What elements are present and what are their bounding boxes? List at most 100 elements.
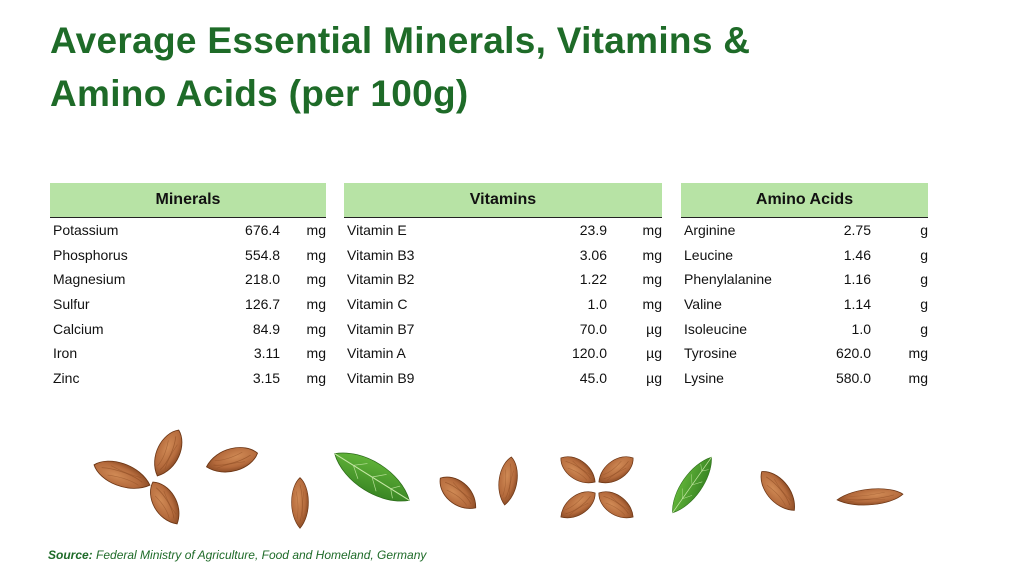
- nutrient-unit: mg: [306, 222, 326, 239]
- nutrient-value: 84.9: [252, 320, 281, 337]
- amino-acids-body: Arginine 2.75 g Leucine 1.46 g Phenylalanine 1.…: [681, 218, 928, 390]
- almond-icon: [146, 424, 190, 482]
- nutrient-name: Magnesium: [53, 271, 126, 288]
- nutrient-unit: mg: [908, 369, 928, 386]
- nutrient-value: 1.16: [843, 271, 871, 288]
- table-row: Vitamin B9 45.0 µg: [344, 366, 662, 391]
- nutrient-name: Iron: [53, 345, 78, 362]
- table-row: Vitamin E 23.9 mg: [344, 218, 662, 243]
- nutrient-unit: mg: [306, 345, 326, 362]
- vitamins-header: Vitamins: [344, 183, 662, 218]
- almond-icon: [593, 484, 639, 526]
- table-row: Tyrosine 620.0 mg: [681, 341, 928, 366]
- nutrient-name: Isoleucine: [684, 320, 748, 337]
- almond-icon: [432, 469, 484, 517]
- nutrient-value: 580.0: [835, 369, 871, 386]
- vitamins-table: Vitamins Vitamin E 23.9 mg Vitamin B3 3.06 mg…: [344, 183, 662, 390]
- nutrient-value: 676.4: [245, 222, 281, 239]
- nutrient-value: 3.15: [252, 369, 281, 386]
- nutrient-unit: mg: [306, 271, 326, 288]
- amino-acids-header: Amino Acids: [681, 183, 928, 218]
- nutrient-name: Lysine: [684, 369, 724, 386]
- nutrient-unit: µg: [646, 369, 662, 386]
- nutrient-unit: g: [920, 320, 928, 337]
- nutrient-name: Vitamin B2: [347, 271, 415, 288]
- nutrient-unit: g: [920, 246, 928, 263]
- almond-icon: [753, 464, 803, 518]
- nutrient-unit: g: [920, 271, 928, 288]
- nutrient-name: Vitamin C: [347, 296, 408, 313]
- nutrient-name: Zinc: [53, 369, 80, 386]
- vitamins-body: Vitamin E 23.9 mg Vitamin B3 3.06 mg Vitamin B…: [344, 218, 662, 390]
- nutrient-name: Arginine: [684, 222, 736, 239]
- table-row: Valine 1.14 g: [681, 292, 928, 317]
- nutrient-value: 1.14: [843, 296, 871, 313]
- nutrient-unit: µg: [646, 345, 662, 362]
- nutrient-name: Calcium: [53, 320, 104, 337]
- table-row: Phosphorus 554.8 mg: [50, 243, 326, 268]
- nutrient-name: Vitamin E: [347, 222, 407, 239]
- nutrient-value: 3.11: [253, 345, 281, 362]
- source-note: Source: Federal Ministry of Agriculture,…: [48, 548, 426, 562]
- table-row: Iron 3.11 mg: [50, 341, 326, 366]
- nutrient-unit: g: [920, 222, 928, 239]
- table-row: Vitamin C 1.0 mg: [344, 292, 662, 317]
- nutrient-unit: mg: [908, 345, 928, 362]
- nutrient-unit: mg: [306, 320, 326, 337]
- nutrient-unit: mg: [642, 296, 662, 313]
- nutrient-name: Vitamin B9: [347, 369, 415, 386]
- nutrient-value: 23.9: [579, 222, 607, 239]
- nutrient-value: 120.0: [571, 345, 607, 362]
- title-line-2: Amino Acids (per 100g): [50, 73, 469, 114]
- title-line-1: Average Essential Minerals, Vitamins &: [50, 20, 751, 61]
- nutrient-value: 126.7: [245, 296, 281, 313]
- leaf-icon: [663, 451, 721, 519]
- nutrient-name: Vitamin A: [347, 345, 406, 362]
- almond-icon: [555, 449, 601, 491]
- nutrient-unit: mg: [306, 369, 326, 386]
- nutrient-name: Valine: [684, 296, 722, 313]
- almond-icon: [555, 484, 601, 526]
- almond-icon: [203, 441, 261, 479]
- table-row: Calcium 84.9 mg: [50, 316, 326, 341]
- nutrient-name: Potassium: [53, 222, 119, 239]
- minerals-header: Minerals: [50, 183, 326, 218]
- source-text: Federal Ministry of Agriculture, Food an…: [92, 548, 427, 562]
- nutrient-value: 554.8: [245, 246, 281, 263]
- leaf-icon: [326, 440, 418, 514]
- nutrient-unit: mg: [306, 246, 326, 263]
- nutrient-name: Leucine: [684, 246, 734, 263]
- almond-icon: [593, 449, 639, 491]
- nutrient-name: Tyrosine: [684, 345, 737, 362]
- nutrient-value: 1.0: [587, 296, 607, 313]
- nutrient-value: 70.0: [579, 320, 607, 337]
- almonds-decoration: [89, 424, 905, 531]
- almond-icon: [291, 477, 309, 529]
- table-row: Vitamin B3 3.06 mg: [344, 243, 662, 268]
- table-row: Vitamin B7 70.0 µg: [344, 316, 662, 341]
- table-row: Lysine 580.0 mg: [681, 366, 928, 391]
- nutrient-value: 1.46: [843, 246, 871, 263]
- table-row: Zinc 3.15 mg: [50, 366, 326, 391]
- nutrient-unit: g: [920, 296, 928, 313]
- nutrient-name: Vitamin B3: [347, 246, 415, 263]
- almond-icon: [495, 455, 521, 507]
- nutrient-name: Sulfur: [53, 296, 90, 313]
- nutrient-unit: µg: [646, 320, 662, 337]
- table-row: Phenylalanine 1.16 g: [681, 267, 928, 292]
- nutrient-value: 2.75: [843, 222, 871, 239]
- almond-icon: [89, 453, 155, 497]
- amino-acids-table: Amino Acids Arginine 2.75 g Leucine 1.46 g Phe…: [681, 183, 928, 390]
- table-row: Potassium 676.4 mg: [50, 218, 326, 243]
- page-title: Average Essential Minerals, Vitamins & A…: [50, 14, 950, 120]
- nutrient-value: 1.0: [851, 320, 871, 337]
- nutrient-value: 218.0: [245, 271, 281, 288]
- almond-icon: [835, 485, 905, 509]
- table-row: Sulfur 126.7 mg: [50, 292, 326, 317]
- nutrient-unit: mg: [642, 246, 662, 263]
- nutrient-name: Phosphorus: [53, 246, 128, 263]
- nutrient-value: 1.22: [579, 271, 607, 288]
- table-row: Vitamin A 120.0 µg: [344, 341, 662, 366]
- table-row: Magnesium 218.0 mg: [50, 267, 326, 292]
- table-row: Arginine 2.75 g: [681, 218, 928, 243]
